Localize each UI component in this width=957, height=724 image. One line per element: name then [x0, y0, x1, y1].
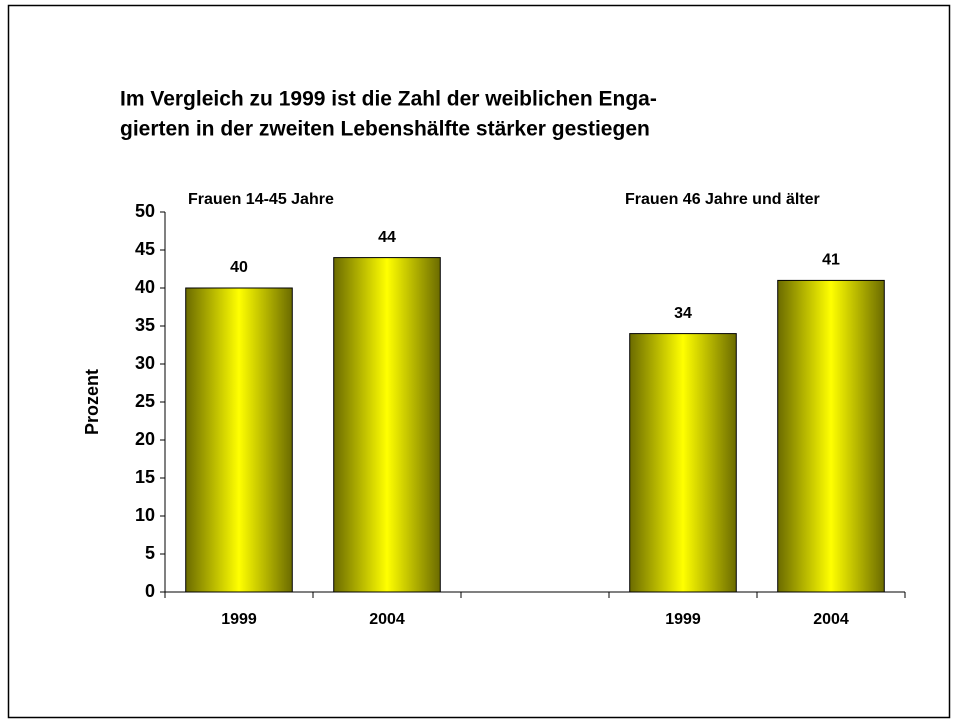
- y-tick-label: 35: [135, 315, 155, 335]
- frame: [7, 4, 951, 719]
- y-tick-label: 45: [135, 239, 155, 259]
- x-tick-label: 1999: [221, 611, 257, 628]
- x-tick-label: 2004: [369, 611, 405, 628]
- x-tick-label: 2004: [813, 611, 849, 628]
- chart-title: Im Vergleich zu 1999 ist die Zahl der we…: [120, 88, 657, 111]
- y-tick-label: 5: [145, 543, 155, 563]
- group-label: Frauen 46 Jahre und älter: [625, 191, 820, 208]
- y-tick-label: 40: [135, 277, 155, 297]
- y-tick-label: 50: [135, 201, 155, 221]
- value-label: 40: [230, 259, 248, 276]
- value-label: 34: [674, 305, 692, 322]
- chart-title: gierten in der zweiten Lebenshälfte stär…: [120, 118, 650, 141]
- bar: [185, 287, 293, 593]
- y-tick-label: 25: [135, 391, 155, 411]
- group-label: Frauen 14-45 Jahre: [188, 191, 334, 208]
- y-tick-label: 15: [135, 467, 155, 487]
- y-tick-label: 0: [145, 581, 155, 601]
- y-tick-label: 20: [135, 429, 155, 449]
- bar: [333, 257, 441, 593]
- x-tick-label: 1999: [665, 611, 701, 628]
- bar: [629, 333, 737, 593]
- value-label: 41: [822, 252, 840, 269]
- bar: [777, 279, 885, 593]
- y-axis-label: Prozent: [82, 369, 102, 435]
- y-tick-label: 10: [135, 505, 155, 525]
- value-label: 44: [378, 229, 396, 246]
- y-tick-label: 30: [135, 353, 155, 373]
